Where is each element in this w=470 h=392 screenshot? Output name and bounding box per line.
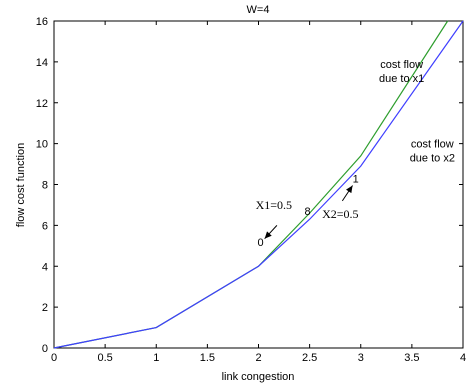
x-tick-label: 2 xyxy=(255,352,261,364)
x-tick-label: 1.5 xyxy=(200,352,215,364)
y-tick-label: 14 xyxy=(36,57,48,69)
y-tick-label: 4 xyxy=(42,261,48,273)
y-tick-label: 10 xyxy=(36,139,48,151)
y-tick-label: 0 xyxy=(42,343,48,355)
annotation-marker-0: 0 xyxy=(257,237,263,249)
series-line-x2 xyxy=(53,20,464,349)
chart-title: W=4 xyxy=(247,4,270,16)
y-tick-label: 8 xyxy=(42,180,48,192)
arrow-x1-head xyxy=(264,231,272,239)
y-tick-label: 6 xyxy=(42,220,48,232)
y-tick-label: 12 xyxy=(36,98,48,110)
annotation-x1-label: X1=0.5 xyxy=(256,198,292,212)
annotation-x2-label: X2=0.5 xyxy=(322,207,358,221)
x-tick-label: 4 xyxy=(460,352,466,364)
y-tick-label: 2 xyxy=(42,302,48,314)
annotation-cost-flow-x1: due to x1 xyxy=(379,73,424,85)
y-axis-title: flow cost function xyxy=(15,143,27,227)
annotation-cost-flow-x2: cost flow xyxy=(411,139,454,151)
x-tick-label: 3 xyxy=(358,352,364,364)
x-tick-label: 0 xyxy=(51,352,57,364)
x-tick-label: 1 xyxy=(153,352,159,364)
arrow-x2-head xyxy=(346,185,353,194)
x-tick-label: 3.5 xyxy=(404,352,419,364)
annotation-cost-flow-x2: due to x2 xyxy=(410,153,455,165)
y-tick-label: 16 xyxy=(36,16,48,28)
x-tick-label: 2.5 xyxy=(302,352,317,364)
annotation-marker-1: 1 xyxy=(353,173,359,185)
x-tick-label: 0.5 xyxy=(97,352,112,364)
annotation-marker-mid: 8 xyxy=(305,206,311,218)
annotation-cost-flow-x1: cost flow xyxy=(380,59,423,71)
x-axis-title: link congestion xyxy=(222,371,295,383)
